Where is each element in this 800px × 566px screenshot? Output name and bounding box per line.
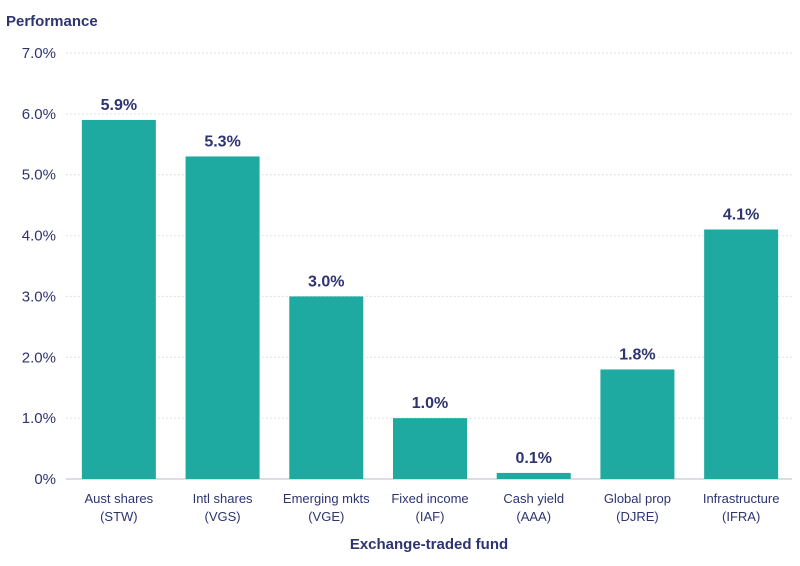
category-ticker: (VGE) (308, 509, 344, 524)
category-ticker: (AAA) (516, 509, 551, 524)
y-tick-label: 7.0% (22, 45, 56, 62)
data-label: 1.8% (619, 346, 655, 363)
gridlines (66, 52, 792, 480)
y-tick-label: 2.0% (22, 349, 56, 366)
category-label: Infrastructure (703, 491, 780, 506)
bar (81, 119, 156, 479)
y-axis-title: Performance (6, 13, 98, 30)
bar (496, 472, 571, 479)
bar (289, 296, 364, 479)
data-label: 4.1% (723, 206, 759, 223)
y-tick-label: 1.0% (22, 410, 56, 427)
bars (81, 119, 779, 479)
category-label: Emerging mkts (283, 491, 370, 506)
data-label: 1.0% (412, 395, 448, 412)
y-axis-ticks: 0% 1.0% 2.0% 3.0% 4.0% 5.0% 6.0% 7.0% (22, 45, 56, 488)
category-ticker: (IAF) (416, 509, 445, 524)
y-tick-label: 0% (34, 471, 56, 488)
category-ticker: (VGS) (205, 509, 241, 524)
bar (393, 418, 467, 479)
category-label: Intl shares (193, 491, 253, 506)
category-ticker: (IFRA) (722, 509, 760, 524)
bar (600, 369, 675, 479)
category-ticker: (DJRE) (616, 509, 659, 524)
category-label: Aust shares (85, 491, 154, 506)
data-label: 0.1% (515, 450, 551, 467)
y-tick-label: 6.0% (22, 106, 56, 123)
category-label: Fixed income (391, 491, 468, 506)
x-axis-title: Exchange-traded fund (350, 536, 508, 553)
bar (704, 229, 779, 479)
y-tick-label: 4.0% (22, 228, 56, 245)
data-label: 5.3% (204, 133, 240, 150)
y-tick-label: 5.0% (22, 167, 56, 184)
category-label: Global prop (604, 491, 671, 506)
data-label: 3.0% (308, 273, 344, 290)
category-ticker: (STW) (100, 509, 138, 524)
data-labels: 5.9% 5.3% 3.0% 1.0% 0.1% 1.8% 4.1% (101, 97, 760, 467)
data-label: 5.9% (101, 97, 137, 114)
category-label: Cash yield (503, 491, 564, 506)
bar (185, 156, 260, 479)
y-tick-label: 3.0% (22, 288, 56, 305)
x-axis-categories: Aust shares (STW) Intl shares (VGS) Emerging… (85, 491, 780, 524)
